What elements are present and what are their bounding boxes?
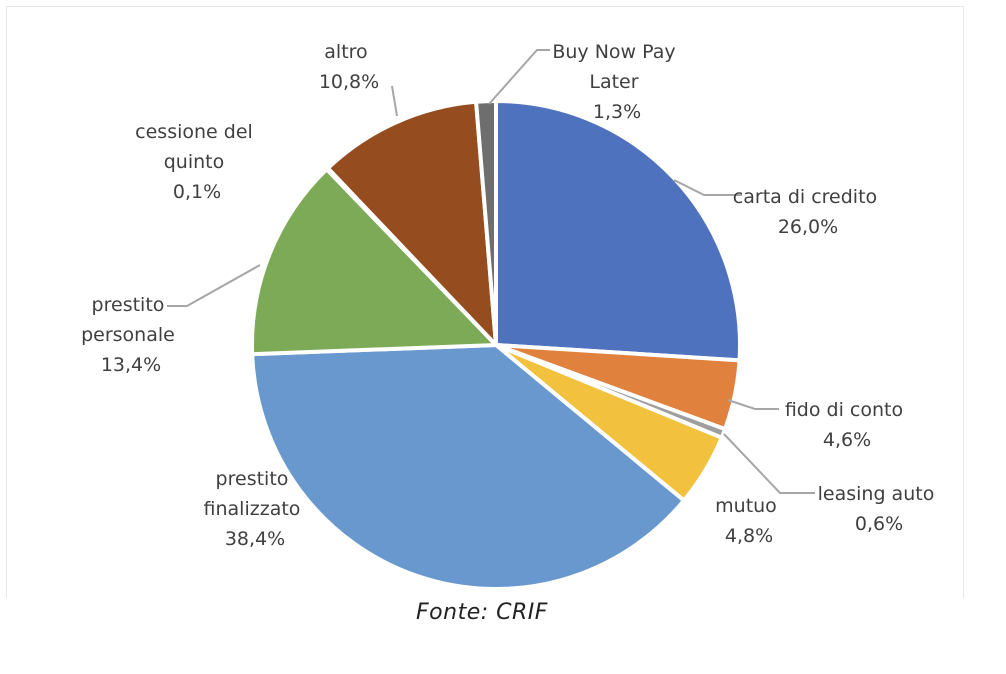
pie-chart-svg: carta di credito 26,0% fido di conto 4,6… <box>81 41 941 591</box>
label-buy-now-pay-later: Buy Now Pay Later 1,3% <box>552 41 681 123</box>
leader-lines <box>167 49 815 494</box>
pie-slice-prestito-finalizzato <box>250 343 687 591</box>
leader-line-leasing-auto <box>723 433 815 494</box>
label-prestito-finalizzato: prestito finalizzato 38,4% <box>204 468 307 550</box>
leader-line-altro <box>391 85 398 117</box>
pie-slices <box>250 98 742 591</box>
label-altro: altro 10,8% <box>319 41 379 93</box>
leader-line-fido-di-conto <box>727 399 779 410</box>
source-caption: Fonte: CRIF <box>416 600 548 625</box>
leader-line-prestito-personale <box>167 264 261 307</box>
pie-chart: carta di credito 26,0% fido di conto 4,6… <box>6 6 964 598</box>
pie-slice-prestito-personale <box>250 167 498 357</box>
label-mutuo: mutuo 4,8% <box>715 495 783 547</box>
pie-slice-altro <box>325 99 498 347</box>
label-prestito-personale: prestito personale 13,4% <box>81 294 181 376</box>
leader-line-buy-now-pay-later <box>488 49 550 105</box>
pie-slice-carta-di-credito <box>494 99 742 363</box>
label-carta-di-credito: carta di credito 26,0% <box>733 186 883 238</box>
pie-slice-buy-now-pay-later <box>474 98 498 347</box>
label-cessione-del-quinto: cessione del quinto 0,1% <box>135 121 259 203</box>
leader-line-carta-di-credito <box>673 179 742 196</box>
label-leasing-auto: leasing auto 0,6% <box>818 483 941 535</box>
slice-labels: carta di credito 26,0% fido di conto 4,6… <box>81 41 941 550</box>
label-fido-di-conto: fido di conto 4,6% <box>785 399 909 451</box>
